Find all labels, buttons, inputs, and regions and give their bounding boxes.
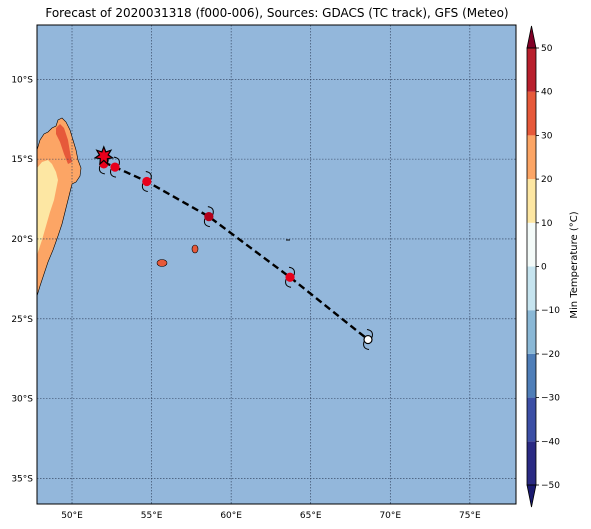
colorbar-tick-label: −40 — [541, 437, 560, 447]
cyclone-arm-upper — [288, 266, 295, 276]
cyclone-symbol — [203, 206, 214, 228]
colorbar-band — [527, 179, 536, 223]
colorbar-tick-label: 50 — [541, 44, 553, 54]
colorbar-label: Min Temperature (°C) — [569, 211, 580, 318]
cyclone-track — [93, 145, 373, 351]
cyclone-arm-lower — [363, 341, 370, 351]
longitude-tick-label: 65°E — [300, 511, 322, 521]
cyclone-marker — [285, 272, 295, 282]
track-line — [103, 161, 369, 341]
colorbar-tick-label: −10 — [541, 306, 560, 316]
colorbar-tick-label: 30 — [541, 131, 553, 141]
cyclone-arm-upper — [366, 329, 373, 338]
latitude-tick-label: 25°S — [11, 315, 33, 325]
ocean-background — [37, 25, 516, 504]
latitude-tick-label: 35°S — [11, 474, 33, 484]
current-position-star — [93, 145, 115, 166]
reunion-island — [156, 259, 168, 267]
madagascar-north-tip — [56, 124, 72, 164]
colorbar-extend-low — [526, 484, 537, 508]
colorbar-band — [527, 135, 536, 180]
cyclone-arm-lower — [141, 183, 148, 192]
colorbar-band — [527, 266, 536, 311]
madagascar-warm-interior — [37, 160, 58, 256]
cyclone-arm-lower — [203, 218, 210, 228]
cyclone-arm-lower — [98, 165, 105, 175]
cyclone-arm-lower — [285, 279, 292, 288]
cyclone-arm-lower — [110, 168, 117, 178]
latitude-tick-label: 15°S — [11, 155, 33, 165]
colorbar-band — [527, 441, 536, 485]
latitude-axis: 10°S 15°S 20°S 25°S 30°S 35°S — [11, 75, 33, 484]
cyclone-symbol — [141, 170, 152, 192]
colorbar-tick-label: −20 — [541, 350, 560, 360]
cyclone-arm-upper — [145, 170, 152, 180]
graticule — [37, 25, 516, 504]
map-frame — [36, 24, 517, 505]
land-layer — [37, 117, 290, 297]
colorbar-tick-label: 20 — [541, 175, 553, 185]
longitude-tick-label: 75°E — [459, 511, 481, 521]
longitude-tick-label: 70°E — [379, 511, 401, 521]
map-panel[interactable] — [36, 24, 517, 505]
map-title: Forecast of 2020031318 (f000-006), Sourc… — [45, 6, 509, 20]
colorbar-tick-label: −30 — [541, 394, 560, 404]
cyclone-marker — [204, 212, 214, 222]
colorbar-band — [527, 222, 536, 267]
colorbar-extend-high — [526, 25, 537, 49]
colorbar-band — [527, 91, 536, 136]
longitude-axis: 50°E 55°E 60°E 65°E 70°E 75°E — [61, 511, 481, 521]
cyclone-symbol — [285, 266, 295, 288]
cyclone-marker — [110, 162, 120, 172]
colorbar-tick-label: 10 — [541, 219, 553, 229]
cyclone-symbol — [363, 329, 373, 351]
latitude-tick-label: 30°S — [11, 395, 33, 405]
colorbar-tick-label: 0 — [541, 263, 547, 273]
colorbar-band — [527, 397, 536, 442]
latitude-tick-label: 10°S — [11, 75, 33, 85]
cyclone-arm-upper — [113, 156, 120, 166]
cyclone-marker — [142, 176, 152, 187]
cyclone-arm-upper — [207, 206, 214, 215]
colorbar — [526, 25, 537, 508]
colorbar-ticks: 50 40 30 20 10 0 −10 −20 −30 −40 −50 — [536, 44, 560, 491]
colorbar-tick-label: 40 — [541, 88, 553, 98]
colorbar-tick-label: −50 — [541, 481, 560, 491]
longitude-tick-label: 60°E — [220, 511, 242, 521]
colorbar-band — [527, 310, 536, 354]
mauritius-island — [191, 244, 199, 254]
longitude-tick-label: 50°E — [61, 511, 83, 521]
latitude-tick-label: 20°S — [11, 235, 33, 245]
cyclone-marker — [363, 334, 373, 345]
colorbar-band — [527, 48, 536, 92]
cyclone-symbol — [110, 156, 120, 178]
longitude-tick-label: 55°E — [141, 511, 163, 521]
colorbar-band — [527, 353, 536, 398]
